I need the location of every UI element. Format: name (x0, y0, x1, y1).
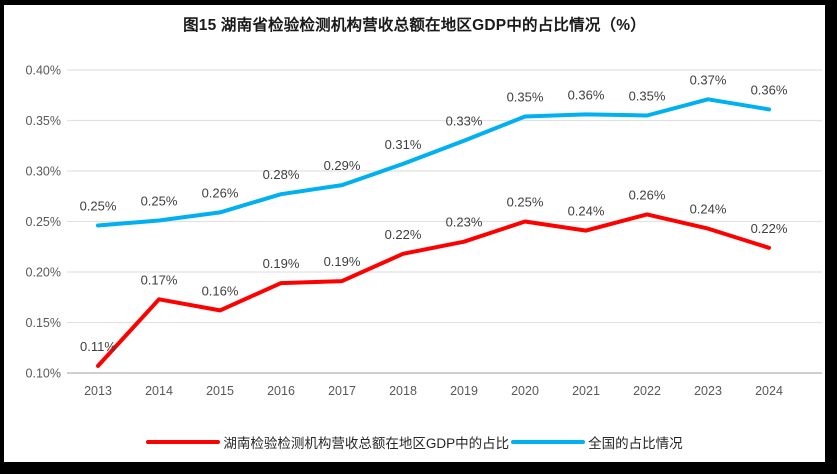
y-axis-tick-label: 0.40% (26, 64, 61, 78)
data-point-label: 0.24% (690, 202, 727, 217)
data-point-label: 0.33% (446, 114, 483, 129)
y-axis-tick-label: 0.35% (26, 114, 61, 128)
data-point-label: 0.22% (751, 221, 788, 236)
x-axis-tick-label: 2013 (84, 384, 112, 398)
data-point-label: 0.19% (263, 256, 300, 271)
data-point-label: 0.29% (324, 158, 361, 173)
data-point-label: 0.36% (751, 82, 788, 97)
x-axis-tick-label: 2018 (389, 384, 417, 398)
data-point-label: 0.25% (507, 195, 544, 210)
data-point-label: 0.17% (141, 272, 178, 287)
y-axis-tick-label: 0.25% (26, 215, 61, 229)
x-axis-tick-label: 2017 (328, 384, 356, 398)
x-axis-tick-label: 2016 (267, 384, 295, 398)
data-point-label: 0.25% (141, 193, 178, 208)
y-axis-tick-label: 0.10% (26, 367, 61, 381)
x-axis-tick-label: 2024 (755, 384, 783, 398)
chart-title: 图15 湖南省检验检测机构营收总额在地区GDP中的占比情况（%） (183, 17, 646, 34)
data-point-label: 0.19% (324, 254, 361, 269)
data-point-label: 0.25% (80, 199, 117, 214)
data-point-label: 0.35% (629, 88, 666, 103)
y-axis-tick-label: 0.20% (26, 266, 61, 280)
data-point-label: 0.11% (80, 339, 116, 354)
x-axis-tick-label: 2019 (450, 384, 478, 398)
x-axis-tick-label: 2014 (145, 384, 173, 398)
legend-label-hunan: 湖南检验检测机构营收总额在地区GDP中的占比 (223, 436, 510, 451)
series-line-national (96, 97, 771, 228)
y-axis-tick-label: 0.30% (26, 165, 61, 179)
x-axis-tick-label: 2022 (633, 384, 661, 398)
data-point-label: 0.22% (385, 227, 422, 242)
data-point-label: 0.23% (446, 215, 483, 230)
line-chart: 0.40% 0.35% 0.30% 0.25% 0.20% 0.15% 0.10% 2013 2… (26, 64, 822, 398)
y-axis-tick-label: 0.15% (26, 316, 61, 330)
legend-item-national: 全国的占比情况 (511, 432, 683, 452)
data-point-label: 0.16% (202, 283, 239, 298)
data-point-label: 0.26% (629, 187, 666, 202)
legend-label-national: 全国的占比情况 (588, 436, 683, 451)
x-axis-tick-label: 2021 (572, 384, 600, 398)
data-point-label: 0.31% (385, 137, 422, 152)
legend-item-hunan: 湖南检验检测机构营收总额在地区GDP中的占比 (146, 432, 509, 452)
data-point-label: 0.28% (263, 167, 300, 182)
data-point-label: 0.26% (202, 185, 239, 200)
chart-legend: 湖南检验检测机构营收总额在地区GDP中的占比 全国的占比情况 (4, 431, 825, 453)
x-axis-tick-label: 2020 (511, 384, 539, 398)
data-point-label: 0.35% (507, 89, 544, 104)
legend-line-red (146, 440, 221, 444)
x-axis-tick-label: 2015 (206, 384, 234, 398)
legend-line-blue (511, 440, 586, 444)
series-line-hunan (96, 212, 771, 368)
x-axis-tick-label: 2023 (694, 384, 722, 398)
data-point-label: 0.24% (568, 204, 605, 219)
data-point-label: 0.37% (690, 72, 727, 87)
data-point-label: 0.36% (568, 87, 605, 102)
